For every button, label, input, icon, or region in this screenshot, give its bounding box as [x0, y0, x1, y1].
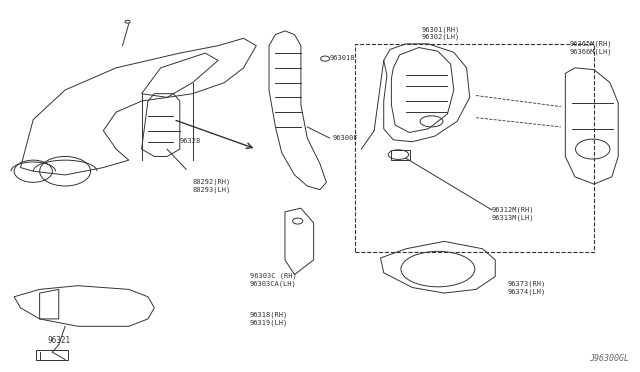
Bar: [392, 150, 410, 160]
Text: 96365M(RH)
96366M(LH): 96365M(RH) 96366M(LH): [570, 41, 612, 55]
Text: 80292(RH)
80293(LH): 80292(RH) 80293(LH): [193, 179, 231, 193]
Text: J96300GL: J96300GL: [589, 354, 629, 363]
Text: 96301(RH)
96302(LH): 96301(RH) 96302(LH): [422, 26, 460, 40]
Text: 96373(RH)
96374(LH): 96373(RH) 96374(LH): [508, 280, 546, 295]
Text: 96318(RH)
96319(LH): 96318(RH) 96319(LH): [250, 311, 288, 326]
Text: 96312M(RH)
96313M(LH): 96312M(RH) 96313M(LH): [492, 207, 534, 221]
Text: 963018: 963018: [330, 55, 355, 61]
Text: 96303C (RH)
96303CA(LH): 96303C (RH) 96303CA(LH): [250, 273, 297, 287]
Bar: [355, 44, 594, 253]
Text: 96300F: 96300F: [333, 135, 358, 141]
Text: 96321: 96321: [47, 336, 70, 344]
Bar: [36, 350, 68, 359]
Text: 96328: 96328: [180, 138, 201, 144]
